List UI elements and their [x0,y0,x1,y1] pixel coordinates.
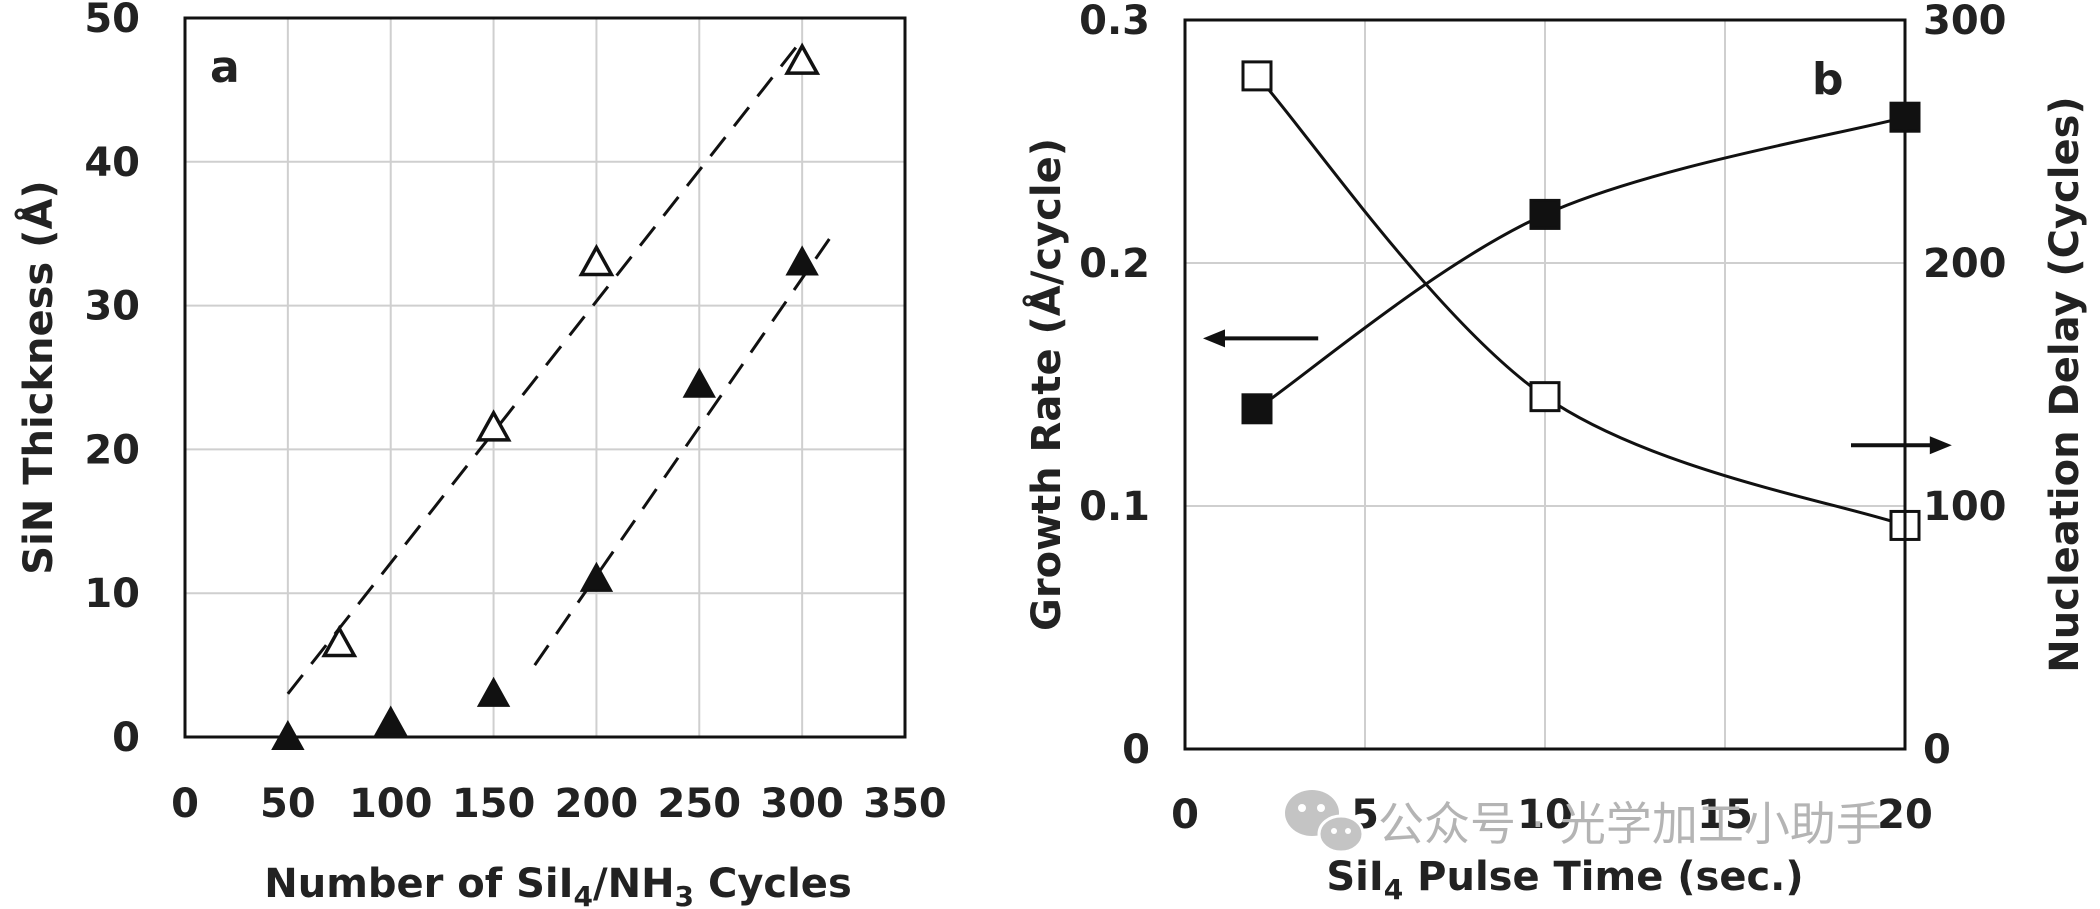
watermark-text: 公众号 · 光学加工小助手 [1378,797,1882,851]
panel-a-chart: 0 50 100 150 200 250 300 350 0 10 20 30 40 50 a Numbe… [13,0,947,909]
data-point-series-1 [321,624,358,658]
x-tick-label: 20 [1877,792,1933,838]
left-y-tick-label: 0.3 [1079,0,1150,44]
data-point-series-1 [578,243,615,277]
panel-b-curves [1255,74,1906,527]
data-point-series-2 [785,245,819,276]
x-tick-label: 15 [1697,792,1753,838]
left-y-tick-label: 0.2 [1079,241,1150,287]
right-y-tick-label: 200 [1923,241,2007,287]
data-point-growth-rate [1529,198,1561,230]
panel-a-fit-lines [286,38,835,695]
x-tick-label: 0 [171,781,199,827]
x-tick-label: 0 [1171,792,1199,838]
x-tick-label: 10 [1517,792,1573,838]
data-point-series-2 [374,705,408,736]
data-point-series-2 [579,561,614,592]
data-point-growth-rate [1241,393,1273,425]
y-tick-label: 10 [84,571,140,617]
x-tick-label: 300 [760,781,844,827]
left-y-tick-label: 0.1 [1079,484,1150,530]
panel-a-y-axis-label: SiN Thickness (Å) [13,180,62,574]
y-tick-label: 0 [112,715,140,761]
wechat-icon [1285,790,1365,854]
arrow-right-head [1929,436,1952,455]
panel-a-label: a [210,42,240,93]
x-tick-label: 200 [555,781,639,827]
panel-b-markers [1241,60,1921,541]
x-tick-label: 150 [452,781,536,827]
watermark: 公众号 · 光学加工小助手 [1285,790,1882,854]
fit-line-series-2 [533,232,835,666]
x-tick-label: 100 [349,781,433,827]
data-point-nucleation-delay [1241,60,1273,92]
data-point-series-1 [784,42,821,75]
x-tick-label: 350 [863,781,947,827]
y-tick-label: 30 [84,284,140,330]
panel-b-frame [1183,18,1907,751]
x-tick-label: 50 [260,781,316,827]
panel-a-tick-labels: 0 50 100 150 200 250 300 350 0 10 20 30 40 50 [84,0,946,827]
x-tick-label: 250 [658,781,742,827]
data-point-series-2 [682,367,716,398]
panel-b-label: b [1812,54,1844,105]
right-y-tick-label: 100 [1923,484,2007,530]
panel-b-right-y-axis-label: Nucleation Delay (Cycles) [2042,96,2088,672]
curve-nucleation-delay [1255,74,1906,527]
data-point-series-2 [476,676,511,707]
panel-b-left-y-axis-label: Growth Rate (Å/cycle) [1021,138,1070,631]
fit-line-series-1 [286,38,804,695]
y-tick-label: 20 [84,427,140,473]
right-y-tick-label: 300 [1923,0,2007,44]
panel-a-x-axis-label: Number of SiI4/NH3 Cycles [264,861,852,909]
data-point-nucleation-delay [1529,381,1561,413]
arrow-left-head [1203,329,1225,348]
panel-b-axis-arrows [1203,329,1952,455]
y-tick-label: 40 [84,140,140,186]
data-point-series-1 [475,409,512,442]
right-y-tick-label: 0 [1923,727,1951,773]
panel-a-grid [185,18,905,737]
panel-a-frame [183,16,907,739]
left-y-tick-label: 0 [1122,727,1150,773]
y-tick-label: 50 [84,0,140,42]
panel-a-markers [271,42,821,750]
panel-b-x-axis-label: SiI4 Pulse Time (sec.) [1326,854,1803,906]
